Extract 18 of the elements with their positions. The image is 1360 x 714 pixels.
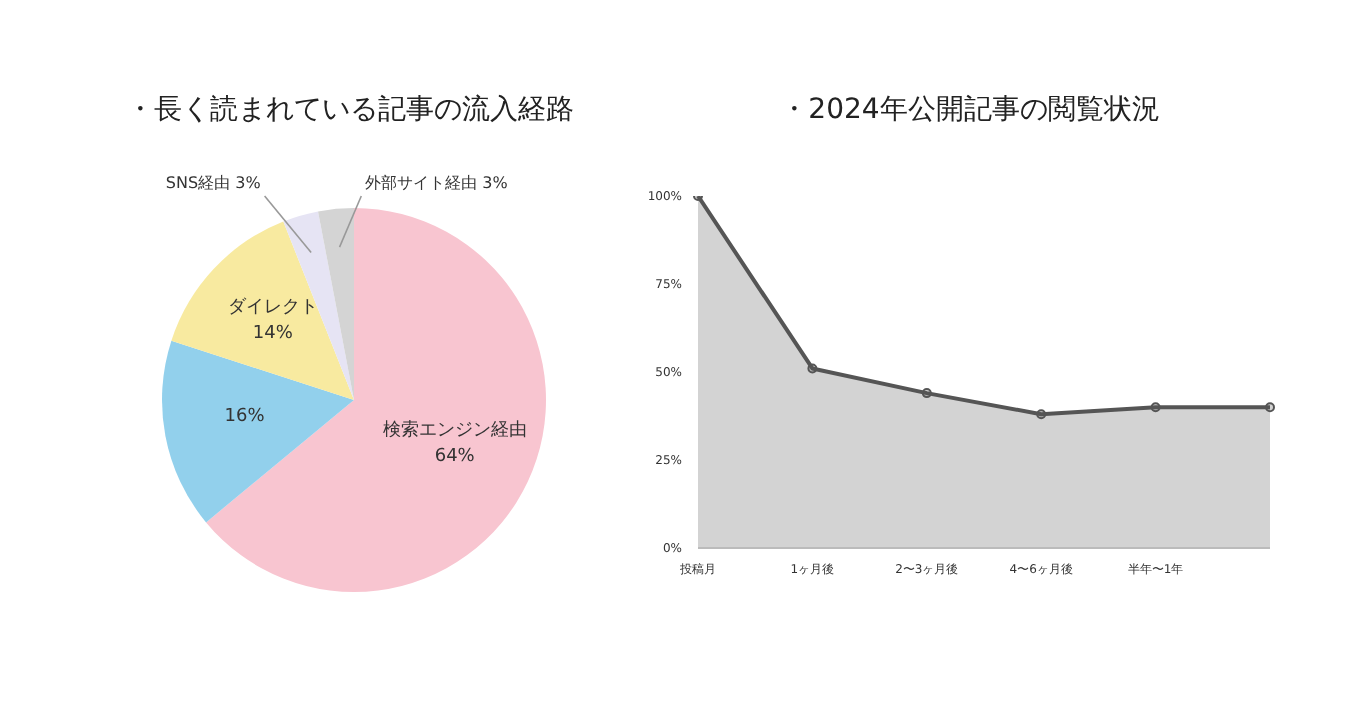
data-label: 64% bbox=[434, 447, 476, 468]
data-label: 16% bbox=[224, 406, 266, 427]
chart-title: ・2024年公開記事の閲覧状況 bbox=[778, 92, 1162, 128]
data-label: 14% bbox=[252, 323, 294, 344]
point bbox=[807, 363, 818, 374]
point bbox=[1150, 402, 1161, 413]
point bbox=[1036, 409, 1047, 420]
slice-label: SNS経由 3% bbox=[165, 174, 262, 192]
pie-slice bbox=[162, 340, 354, 523]
point bbox=[921, 388, 932, 399]
chart-title: ・長く読まれている記事の流入経路 bbox=[124, 92, 576, 128]
point bbox=[1265, 402, 1275, 413]
slice-label: ダイレクト bbox=[227, 295, 318, 318]
pie-slice bbox=[206, 208, 546, 592]
pie-slice bbox=[171, 221, 354, 400]
slice-label: 外部サイト経由 3% bbox=[365, 174, 509, 192]
slice-label: 検索エンジン経由 bbox=[382, 419, 527, 442]
pie-slice bbox=[318, 208, 354, 400]
